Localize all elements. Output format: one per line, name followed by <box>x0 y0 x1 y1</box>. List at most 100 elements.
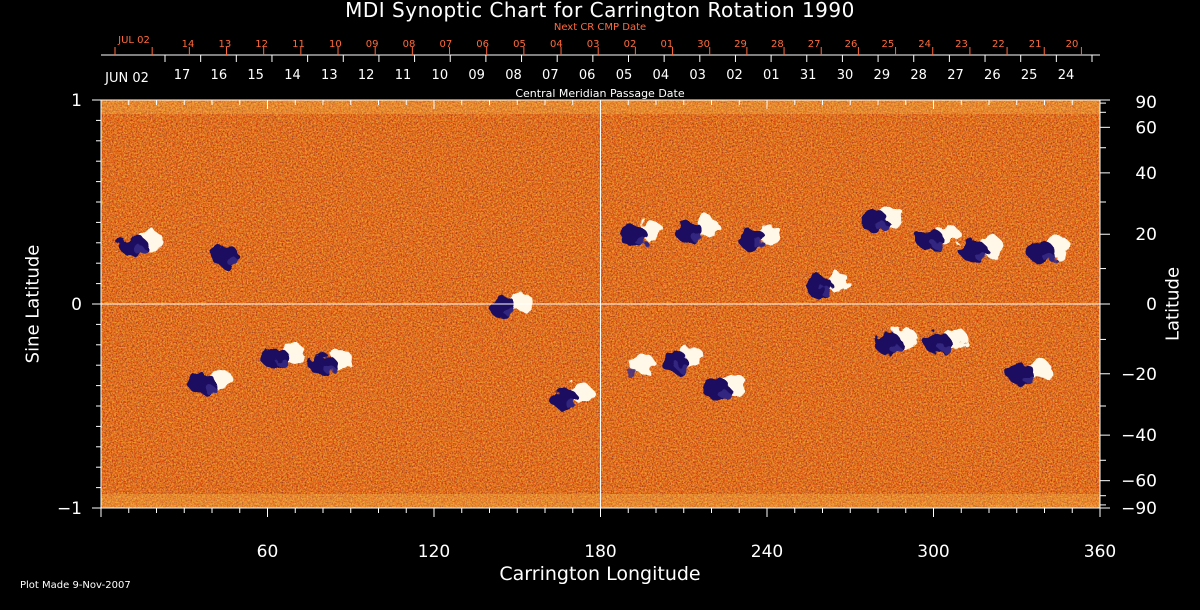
flux-fragment <box>134 246 147 255</box>
red-date-label: 20 <box>1066 39 1079 50</box>
positive-flux-patch <box>628 353 655 374</box>
red-date-label: 02 <box>624 39 637 50</box>
white-date-label: 11 <box>395 68 412 83</box>
white-date-label: 27 <box>947 68 964 83</box>
plot-made-footer: Plot Made 9-Nov-2007 <box>20 580 131 591</box>
red-date-label: 06 <box>476 39 489 50</box>
red-date-label: 05 <box>513 39 526 50</box>
flux-fragment <box>323 365 336 374</box>
active-region <box>308 349 353 376</box>
active-region <box>261 343 306 369</box>
white-date-label: 17 <box>174 68 191 83</box>
white-date-label: 13 <box>321 68 338 83</box>
white-date-label: 04 <box>653 68 670 83</box>
x-tick-label: 180 <box>584 542 616 562</box>
active-region <box>738 224 783 251</box>
flux-fragment <box>1042 252 1055 261</box>
white-date-label: 24 <box>1058 68 1075 83</box>
white-date-label: 26 <box>984 68 1001 83</box>
red-date-label: 01 <box>660 39 673 50</box>
white-date-label: 10 <box>432 68 449 83</box>
red-date-label: 28 <box>771 39 784 50</box>
white-date-label: 06 <box>579 68 596 83</box>
active-region <box>874 328 919 355</box>
flux-fragment <box>226 257 239 265</box>
flux-fragment <box>675 363 688 372</box>
red-date-label: 27 <box>808 39 821 50</box>
flux-fragment <box>1022 375 1035 384</box>
active-region <box>924 328 969 355</box>
red-date-label: 14 <box>182 39 195 50</box>
white-date-label: 03 <box>689 68 706 83</box>
active-region <box>674 216 719 243</box>
active-region <box>805 271 850 298</box>
red-date-label: 11 <box>292 39 305 50</box>
flux-fragment <box>975 252 988 261</box>
flux-fragment <box>625 369 638 378</box>
active-region <box>860 206 905 233</box>
white-date-label: 12 <box>358 68 375 83</box>
white-date-label: 08 <box>505 68 522 83</box>
red-axis-title: Next CR CMP Date <box>553 22 647 33</box>
active-region <box>549 383 594 410</box>
active-region <box>1027 236 1072 263</box>
white-date-label: 02 <box>726 68 743 83</box>
red-date-label: 25 <box>881 39 894 50</box>
red-date-label: 22 <box>992 39 1005 50</box>
red-date-label: 08 <box>403 39 416 50</box>
red-date-label: 23 <box>955 39 968 50</box>
y-right-tick-label: 0 <box>1146 295 1157 315</box>
flux-fragment <box>503 308 516 316</box>
white-date-label: 07 <box>542 68 559 83</box>
flux-fragment <box>717 389 730 398</box>
flux-fragment <box>931 240 944 249</box>
flux-fragment <box>276 359 289 367</box>
red-date-label: 24 <box>918 39 931 50</box>
y-right-tick-label: 90 <box>1135 93 1157 113</box>
white-date-label: 29 <box>874 68 891 83</box>
red-date-label: 13 <box>218 39 231 50</box>
x-tick-label: 360 <box>1084 542 1116 562</box>
flux-fragment <box>634 236 647 245</box>
white-date-label: 28 <box>910 68 927 83</box>
active-region <box>119 230 164 257</box>
white-date-label: 01 <box>763 68 780 83</box>
y-right-tick-label: −40 <box>1121 426 1157 446</box>
x-axis-label: Carrington Longitude <box>499 563 701 585</box>
white-date-label: 25 <box>1021 68 1038 83</box>
red-date-label: 29 <box>734 39 747 50</box>
active-region <box>960 236 1005 263</box>
y-right-tick-label: 40 <box>1135 164 1157 184</box>
flux-fragment <box>564 399 577 408</box>
red-date-label: 21 <box>1029 39 1042 50</box>
y-right-tick-label: −60 <box>1121 472 1157 492</box>
white-axis-first-label: JUN 02 <box>104 71 149 86</box>
x-tick-label: 60 <box>257 542 279 562</box>
white-axis-title: Central Meridian Passage Date <box>515 87 685 100</box>
flux-fragment <box>753 240 766 249</box>
flux-fragment <box>889 344 902 353</box>
active-region <box>1007 359 1052 386</box>
flux-fragment <box>204 385 216 394</box>
y-right-tick-label: 20 <box>1135 225 1157 245</box>
y-left-tick-label: 0 <box>71 295 82 315</box>
active-region <box>916 224 961 251</box>
y-left-tick-label: 1 <box>71 91 82 111</box>
red-date-label: 12 <box>255 39 268 50</box>
y-right-tick-label: −90 <box>1121 499 1157 519</box>
y-axis-label-left: Sine Latitude <box>22 244 44 364</box>
y-left-tick-label: −1 <box>57 499 82 519</box>
white-date-label: 31 <box>800 68 817 83</box>
y-right-tick-label: −20 <box>1121 365 1157 385</box>
chart-title: MDI Synoptic Chart for Carrington Rotati… <box>345 0 855 22</box>
red-date-label: 10 <box>329 39 342 50</box>
white-date-label: 30 <box>837 68 854 83</box>
white-date-label: 14 <box>284 68 301 83</box>
active-region <box>660 347 705 374</box>
active-region <box>211 245 240 267</box>
white-date-label: 16 <box>211 68 228 83</box>
active-region <box>488 292 533 318</box>
red-axis-first-label: JUL 02 <box>117 35 150 46</box>
red-date-label: 30 <box>697 39 710 50</box>
